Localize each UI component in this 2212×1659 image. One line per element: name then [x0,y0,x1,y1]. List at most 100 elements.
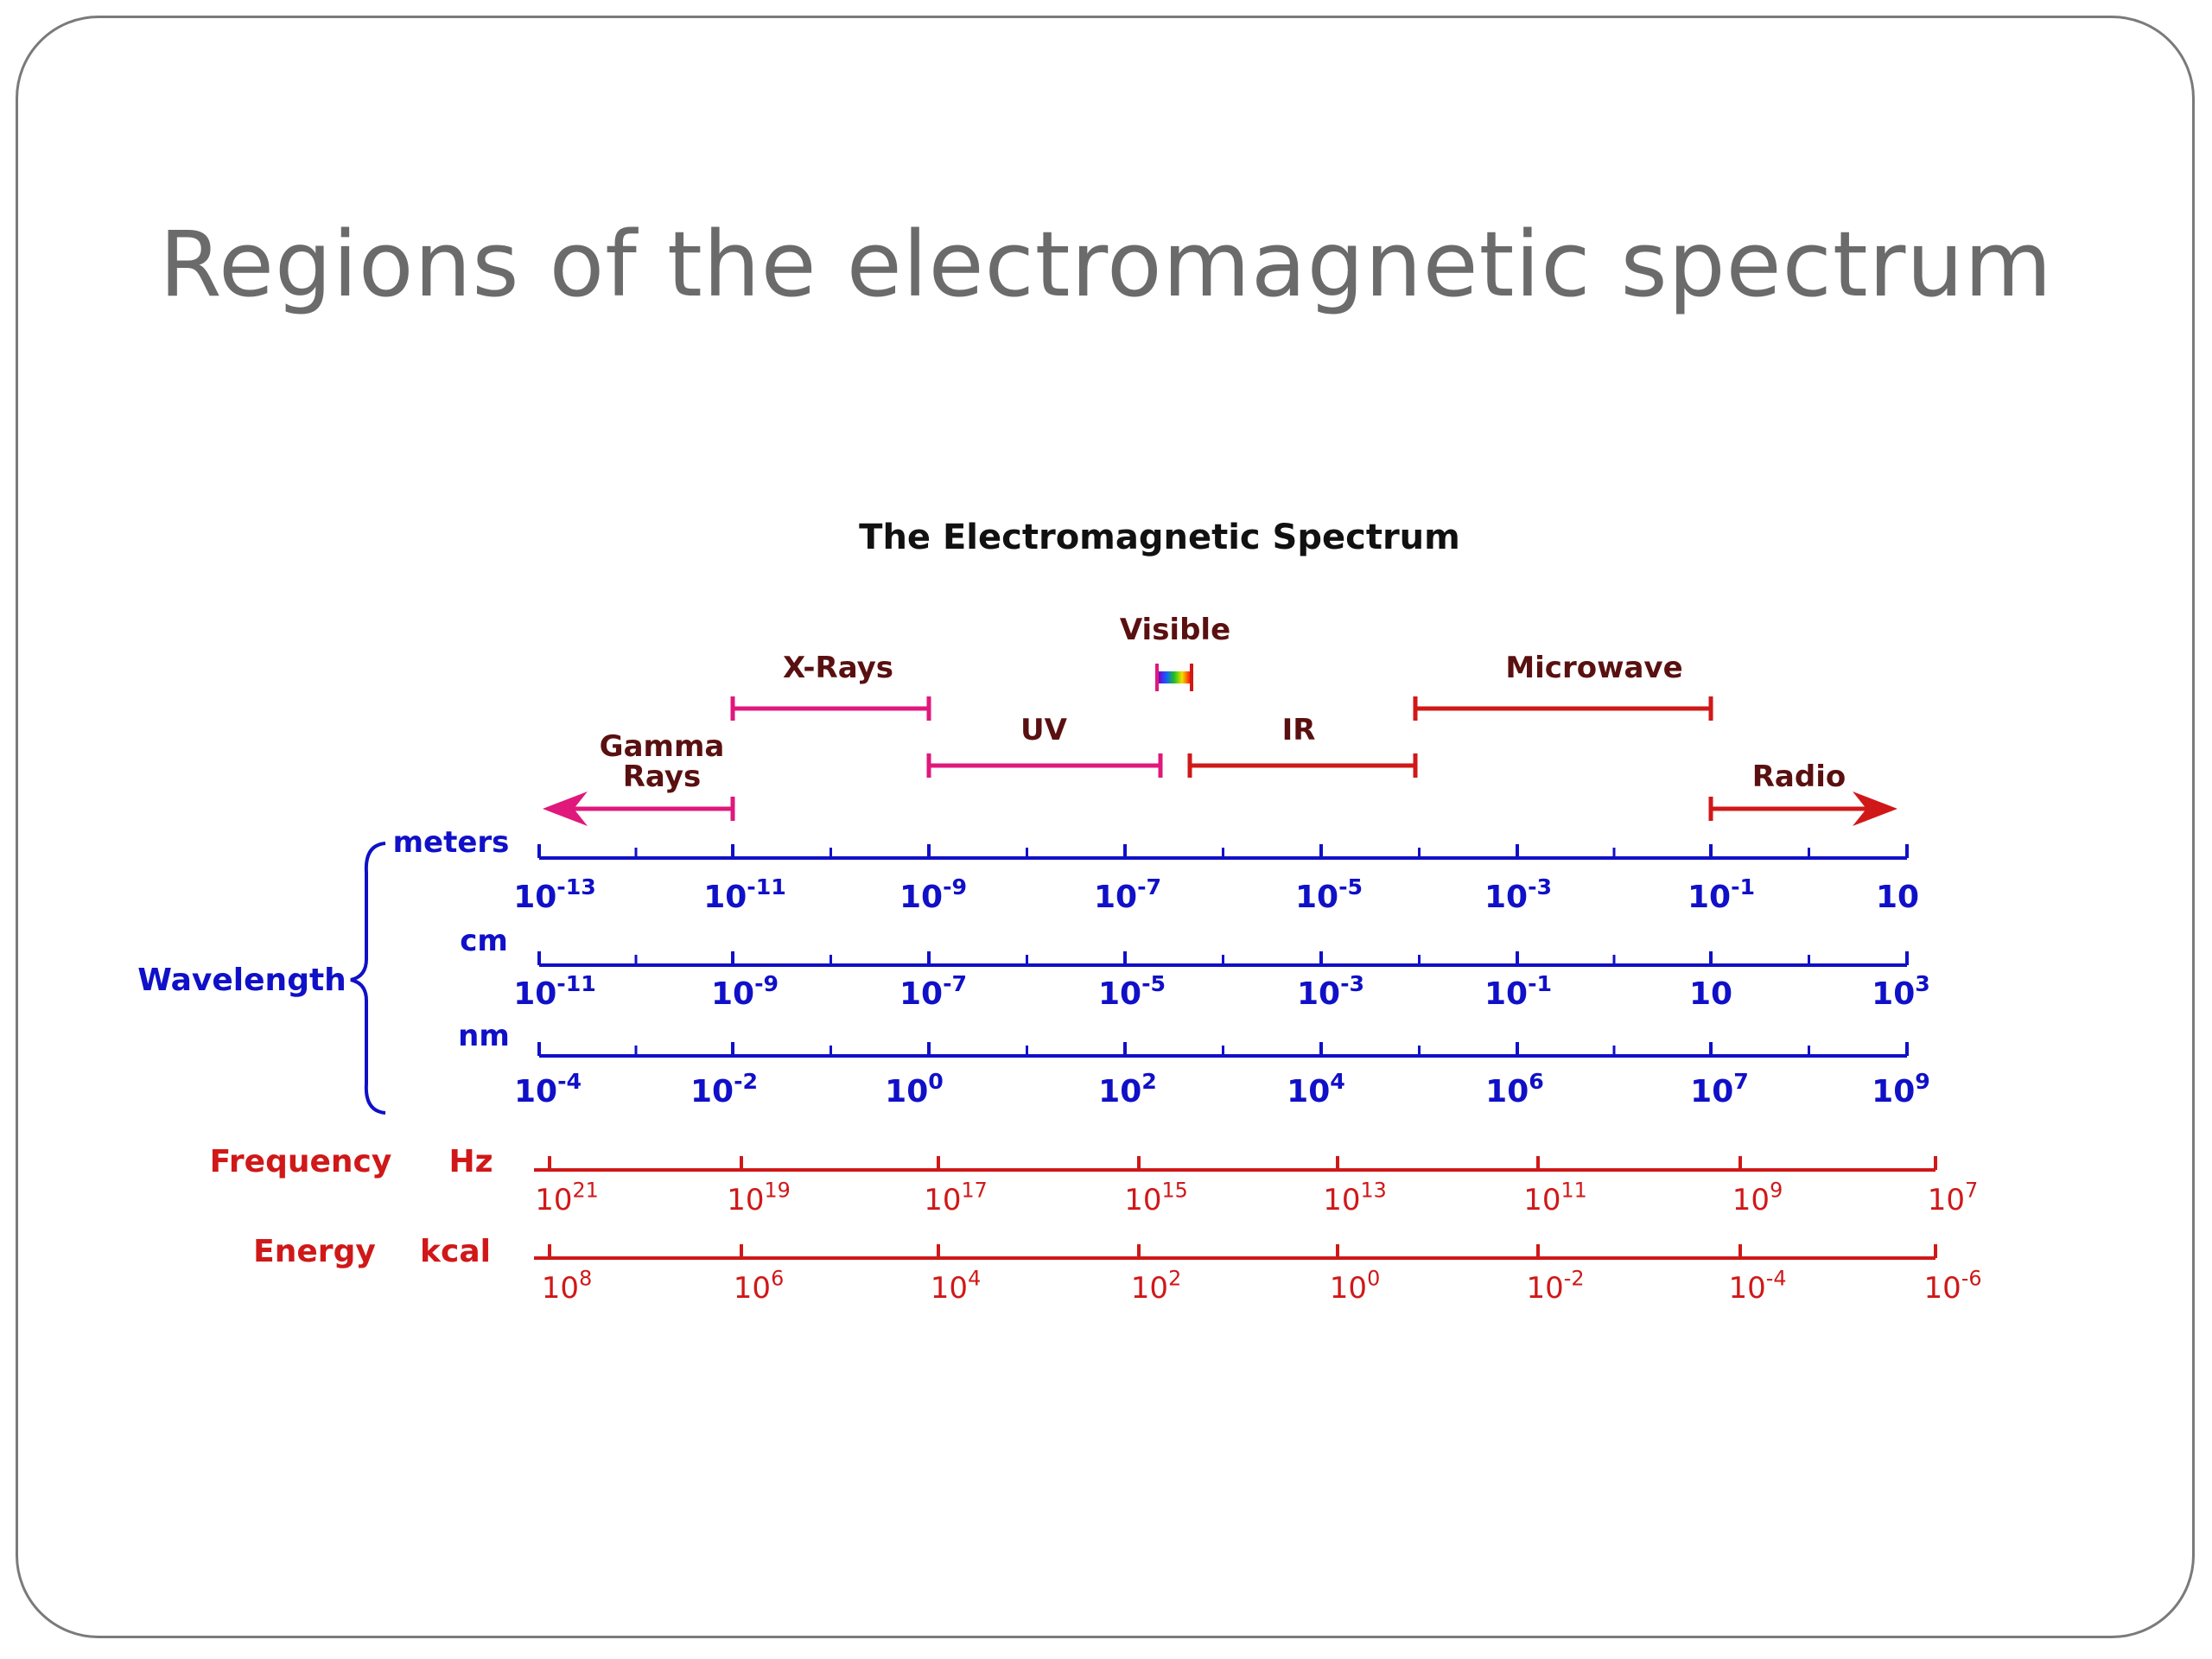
wavelength-tick-label-exponent: -5 [1338,874,1363,899]
slide-frame [16,16,2195,1638]
frequency-tick-label-base: 10 [1323,1183,1360,1217]
wavelength-tick-label-exponent: -11 [747,874,786,899]
wavelength-tick-label: 100 [885,1069,944,1109]
frequency-tick-label: 1013 [1323,1179,1387,1217]
energy-tick-label-exponent: 8 [579,1267,592,1291]
wavelength-tick-label-base: 10 [513,976,556,1012]
wavelength-tick-label-base: 10 [1094,880,1137,915]
energy-label: Energy [253,1234,376,1269]
wavelength-tick-label-exponent: -13 [556,874,596,899]
wavelength-tick-label-base: 10 [1287,1074,1330,1109]
wavelength-tick-label: 109 [1872,1069,1930,1109]
visible-bracket [1155,664,1193,691]
wavelength-brace [350,842,386,1115]
frequency-unit: Hz [448,1144,493,1179]
frequency-tick-label: 1019 [727,1179,791,1217]
wavelength-tick-label-base: 10 [703,880,747,915]
energy-tick-label: 100 [1330,1267,1380,1306]
microwave-label: Microwave [1505,651,1682,685]
frequency-tick-label: 107 [1928,1179,1978,1217]
wavelength-tick-label-exponent: 3 [1915,971,1930,996]
energy-tick-label-exponent: -6 [1961,1267,1982,1291]
wavelength-tick-label-exponent: 0 [928,1069,944,1094]
gamma-rays-bracket [543,791,735,826]
energy-tick-label: 10-4 [1729,1267,1787,1306]
wavelength-tick-label: 10-9 [899,874,967,915]
wavelength-tick-label-base: 10 [1484,976,1528,1012]
wavelength-tick-label-base: 10 [1295,880,1338,915]
wavelength-tick-label-exponent: 6 [1529,1069,1544,1094]
wavelength-tick-label: 10-9 [711,971,779,1012]
wavelength-tick-label: 10 [1876,880,1919,915]
frequency-tick-label-exponent: 13 [1360,1179,1386,1203]
energy-tick-label: 102 [1131,1267,1181,1306]
figure-title: The Electromagnetic Spectrum [859,518,1460,557]
energy-tick-label-base: 10 [1131,1271,1168,1306]
frequency-tick-label-exponent: 19 [764,1179,790,1203]
energy-tick-label-exponent: 4 [968,1267,981,1291]
wavelength-tick-label: 10-4 [514,1069,582,1109]
ir-bracket [1187,753,1418,778]
energy-tick-label: 108 [542,1267,592,1306]
wavelength-tick-label: 10-1 [1688,874,1755,915]
wavelength-tick-label-base: 10 [1872,976,1915,1012]
wavelength-tick-label-base: 10 [1297,976,1340,1012]
wavelength-tick-label-base: 10 [514,1074,557,1109]
wavelength-unit-nm: nm [458,1019,510,1053]
wavelength-tick-label-exponent: -4 [557,1069,582,1094]
wavelength-tick-label: 10-11 [703,874,786,915]
wavelength-tick-label-base: 10 [1098,976,1141,1012]
frequency-tick-label-base: 10 [1124,1183,1161,1217]
wavelength-tick-label-base: 10 [1689,976,1732,1012]
wavelength-tick-label-exponent: -11 [556,971,596,996]
gamma-rays-label-line2: Rays [623,760,701,794]
frequency-tick-label: 1017 [924,1179,988,1217]
wavelength-tick-label-base: 10 [690,1074,734,1109]
energy-tick-label-base: 10 [1924,1271,1961,1306]
wavelength-tick-label: 10-11 [513,971,596,1012]
uv-bracket [926,753,1163,778]
wavelength-tick-label-exponent: 7 [1733,1069,1749,1094]
wavelength-tick-label-exponent: 9 [1915,1069,1930,1094]
frequency-tick-label: 1011 [1523,1179,1587,1217]
frequency-tick-label-exponent: 17 [961,1179,987,1203]
wavelength-tick-label-base: 10 [885,1074,928,1109]
frequency-label: Frequency [210,1144,392,1179]
wavelength-tick-label-exponent: -1 [1528,971,1552,996]
wavelength-label: Wavelength [137,963,346,998]
wavelength-tick-label-base: 10 [513,880,556,915]
wavelength-unit-cm: cm [460,924,508,958]
wavelength-tick-label: 102 [1098,1069,1157,1109]
wavelength-tick-label-base: 10 [1485,1074,1529,1109]
wavelength-tick-label: 10-2 [690,1069,758,1109]
frequency-tick-label-base: 10 [924,1183,961,1217]
frequency-tick-label-base: 10 [1732,1183,1770,1217]
frequency-tick-label-exponent: 7 [1965,1179,1978,1203]
x-rays-label: X-Rays [783,651,893,685]
wavelength-tick-label: 103 [1872,971,1930,1012]
wavelength-tick-label-exponent: -3 [1340,971,1364,996]
wavelength-tick-label: 10-3 [1297,971,1364,1012]
wavelength-tick-label-exponent: 4 [1330,1069,1345,1094]
energy-tick-label: 10-2 [1527,1267,1585,1306]
energy-unit: kcal [420,1234,491,1269]
frequency-tick-label: 109 [1732,1179,1783,1217]
frequency-tick-label-exponent: 9 [1770,1179,1783,1203]
energy-tick-label-base: 10 [1330,1271,1367,1306]
wavelength-tick-label: 10-7 [1094,874,1161,915]
frequency-tick-label-exponent: 21 [572,1179,598,1203]
wavelength-tick-label-exponent: -5 [1141,971,1166,996]
slide-title: Regions of the electromagnetic spectrum [159,212,2053,317]
wavelength-tick-label-exponent: -1 [1731,874,1755,899]
frequency-tick-label-base: 10 [1523,1183,1560,1217]
ir-label: IR [1282,713,1316,747]
wavelength-unit-meters: meters [393,825,510,860]
visible-label: Visible [1120,613,1230,647]
